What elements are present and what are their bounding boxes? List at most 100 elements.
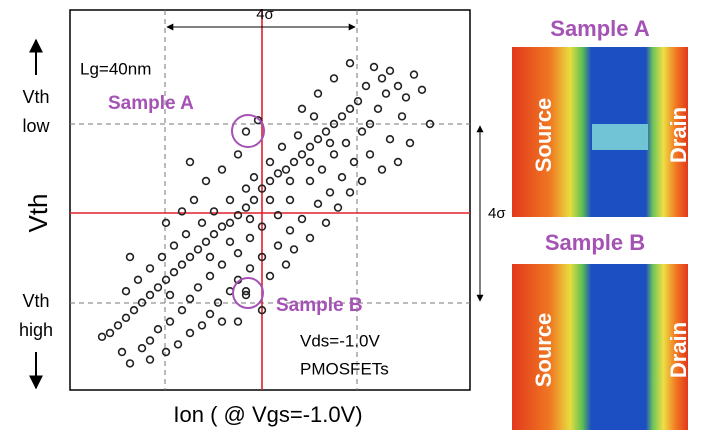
- point: [121, 287, 131, 296]
- point: [341, 138, 351, 148]
- point: [121, 313, 131, 322]
- annotation: Sample A: [108, 93, 194, 114]
- point: [297, 150, 307, 159]
- point: [337, 112, 347, 121]
- point: [257, 222, 267, 231]
- point: [217, 165, 227, 174]
- point: [297, 214, 307, 224]
- point: [365, 119, 375, 129]
- annotation: low: [22, 116, 50, 136]
- point: [265, 271, 275, 281]
- point: [245, 264, 255, 273]
- point: [285, 226, 295, 235]
- point: [233, 150, 243, 159]
- point: [209, 207, 219, 216]
- point: [285, 195, 295, 205]
- point: [313, 199, 323, 209]
- point: [241, 290, 251, 300]
- point: [105, 328, 115, 338]
- point: [281, 260, 291, 269]
- point: [185, 328, 195, 338]
- point: [181, 230, 191, 239]
- point: [213, 298, 223, 307]
- plot: [69, 9, 471, 391]
- point: [201, 237, 211, 247]
- point: [245, 214, 255, 224]
- point: [169, 241, 179, 250]
- point: [305, 233, 315, 243]
- point: [193, 283, 203, 292]
- point: [285, 176, 295, 186]
- point: [385, 135, 395, 144]
- point: [345, 188, 355, 197]
- point: [381, 89, 391, 98]
- annotation: Vth: [22, 87, 49, 107]
- point: [225, 237, 235, 247]
- point: [177, 260, 187, 269]
- point: [233, 249, 243, 258]
- annotation: Vth: [22, 291, 49, 311]
- point: [217, 260, 227, 269]
- point: [345, 104, 355, 114]
- point: [197, 321, 207, 330]
- point: [273, 241, 283, 250]
- annotation: 4σ: [488, 205, 506, 222]
- point: [305, 142, 315, 152]
- point: [377, 165, 387, 174]
- point: [125, 359, 135, 368]
- annotation: Vds=-1.0V: [300, 331, 381, 350]
- point: [321, 127, 331, 136]
- point: [225, 195, 235, 205]
- point: [353, 96, 363, 106]
- point: [117, 347, 127, 357]
- point: [425, 119, 435, 129]
- point: [137, 344, 147, 353]
- point: [309, 112, 319, 121]
- point: [329, 119, 339, 129]
- point: [161, 275, 171, 284]
- point: [297, 104, 307, 114]
- point: [357, 176, 367, 186]
- point: [185, 157, 195, 167]
- point: [245, 233, 255, 243]
- highlight: [231, 114, 265, 148]
- point: [209, 230, 219, 239]
- point: [345, 58, 355, 68]
- x-axis-label: Ion ( @ Vgs=-1.0V): [173, 402, 362, 427]
- point: [205, 309, 215, 319]
- point: [313, 135, 323, 144]
- point: [409, 70, 419, 79]
- point: [305, 157, 315, 167]
- point: [257, 184, 267, 193]
- point: [129, 306, 139, 315]
- point: [325, 138, 335, 148]
- point: [289, 245, 299, 254]
- y-axis-label: Vth: [23, 193, 53, 232]
- image-label: Drain: [666, 322, 691, 378]
- point: [249, 173, 259, 182]
- point: [401, 93, 411, 102]
- image-title: Sample A: [550, 16, 650, 41]
- point: [185, 294, 195, 303]
- point: [145, 336, 155, 345]
- point: [365, 150, 375, 159]
- point: [173, 340, 183, 349]
- point: [329, 74, 339, 83]
- point: [333, 203, 343, 212]
- point: [201, 176, 211, 186]
- point: [145, 264, 155, 273]
- point: [177, 207, 187, 216]
- point: [397, 112, 407, 121]
- highlight: [232, 277, 264, 309]
- point: [305, 176, 315, 186]
- point: [369, 62, 379, 72]
- annotation: 4σ: [256, 6, 274, 23]
- point: [233, 317, 243, 326]
- point: [205, 271, 215, 281]
- point: [377, 74, 387, 83]
- annotation: Lg=40nm: [80, 59, 151, 78]
- plot-frame: [69, 9, 471, 391]
- point: [189, 195, 199, 205]
- point: [277, 142, 287, 152]
